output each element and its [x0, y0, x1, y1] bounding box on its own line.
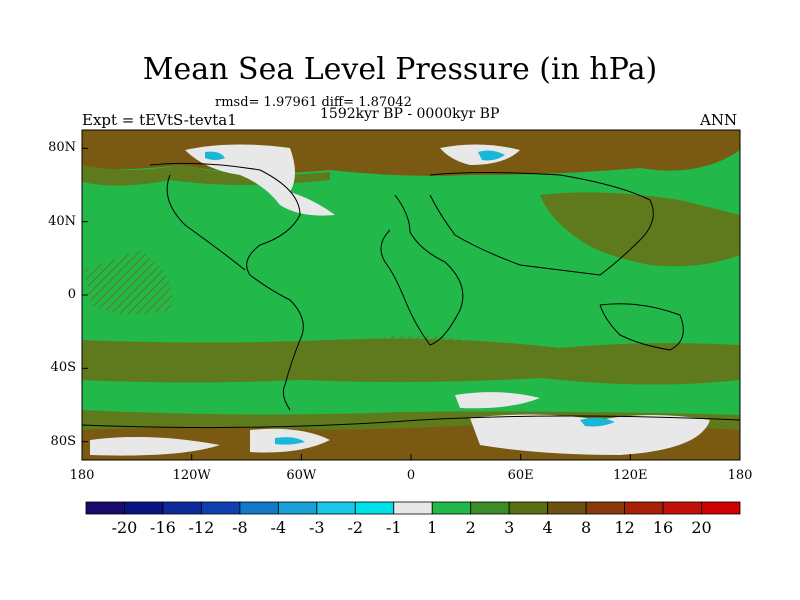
colorbar-swatch: [201, 501, 241, 515]
y-tick-label: 80N: [48, 140, 76, 156]
season-label: ANN: [700, 111, 738, 129]
antarctic-white-west: [90, 436, 220, 456]
colorbar-swatch: [431, 501, 472, 515]
colorbar-label: 12: [614, 518, 635, 537]
x-tick-label: 180: [727, 468, 753, 483]
map-title: Mean Sea Level Pressure (in hPa): [142, 52, 658, 87]
colorbar-label: -16: [150, 518, 176, 537]
colorbar-swatch: [393, 501, 433, 515]
colorbar-swatch: [354, 501, 395, 515]
north-america-white-region: [185, 144, 335, 216]
colorbar-label: -3: [309, 518, 325, 537]
siberia-cyan-region: [478, 150, 505, 161]
y-axis-ticks: [82, 147, 88, 443]
colorbar-label: 8: [581, 518, 592, 537]
y-tick-label: 80S: [50, 433, 76, 449]
colorbar-swatch: [585, 501, 625, 515]
colorbar-swatch: [85, 501, 125, 515]
x-tick-label: 180: [69, 468, 95, 483]
southern-white-patch: [455, 392, 540, 409]
field-background: [82, 130, 740, 460]
colorbar-swatch: [701, 501, 741, 515]
east-antarctic-white-region: [470, 414, 710, 455]
colorbar-label: 1: [427, 518, 438, 537]
map-field: [82, 130, 740, 460]
x-tick-label: 120E: [613, 468, 648, 483]
colorbar-label: 2: [465, 518, 476, 537]
colorbar-label: -2: [347, 518, 364, 537]
y-tick-label: 40S: [50, 360, 76, 376]
colorbar-swatch: [624, 501, 664, 515]
experiment-label: Expt = tEVtS-tevta1: [82, 111, 237, 129]
colorbar-label: -8: [232, 518, 248, 537]
southern-ocean-band: [82, 338, 740, 385]
x-tick-label: 120W: [172, 468, 211, 483]
colorbar-swatch: [547, 501, 587, 515]
colorbar-swatch: [239, 501, 279, 515]
colorbar-swatch: [508, 501, 549, 515]
colorbar-label: 16: [652, 518, 674, 537]
x-axis-ticks: [81, 454, 741, 460]
north-pacific-anomaly: [540, 192, 740, 267]
colorbar-label: -1: [385, 518, 402, 537]
colorbar-label: 3: [504, 518, 515, 537]
rmsd-stats: rmsd= 1.97961 diff= 1.87042: [215, 95, 412, 110]
period-label: 1592kyr BP - 0000kyr BP: [320, 106, 500, 122]
colorbar-swatch: [162, 501, 202, 515]
y-tick-label: 0: [67, 287, 76, 302]
colorbar-swatch: [662, 501, 702, 515]
coastlines: [82, 162, 740, 429]
east-antarctic-cyan: [580, 417, 615, 427]
colorbar-swatch: [277, 501, 318, 515]
colorbar-label: -4: [270, 518, 287, 537]
y-tick-label: 40N: [48, 213, 76, 229]
colorbar-label: 20: [691, 518, 712, 537]
colorbar-label: -20: [111, 518, 138, 537]
x-tick-label: 60W: [286, 468, 317, 483]
pacific-hatched-region: [85, 250, 172, 314]
antarctic-cyan-region: [275, 437, 305, 445]
colorbar: [85, 501, 741, 515]
colorbar-label: 4: [542, 518, 553, 537]
x-tick-label: 60E: [507, 468, 534, 483]
atlantic-hatched-region: [360, 335, 480, 357]
arctic-cyan-region: [205, 151, 225, 160]
colorbar-swatch: [470, 501, 510, 515]
colorbar-swatch: [124, 501, 164, 515]
x-tick-label: 0: [406, 468, 416, 483]
colorbar-swatch: [316, 501, 356, 515]
colorbar-label: -12: [188, 518, 215, 537]
